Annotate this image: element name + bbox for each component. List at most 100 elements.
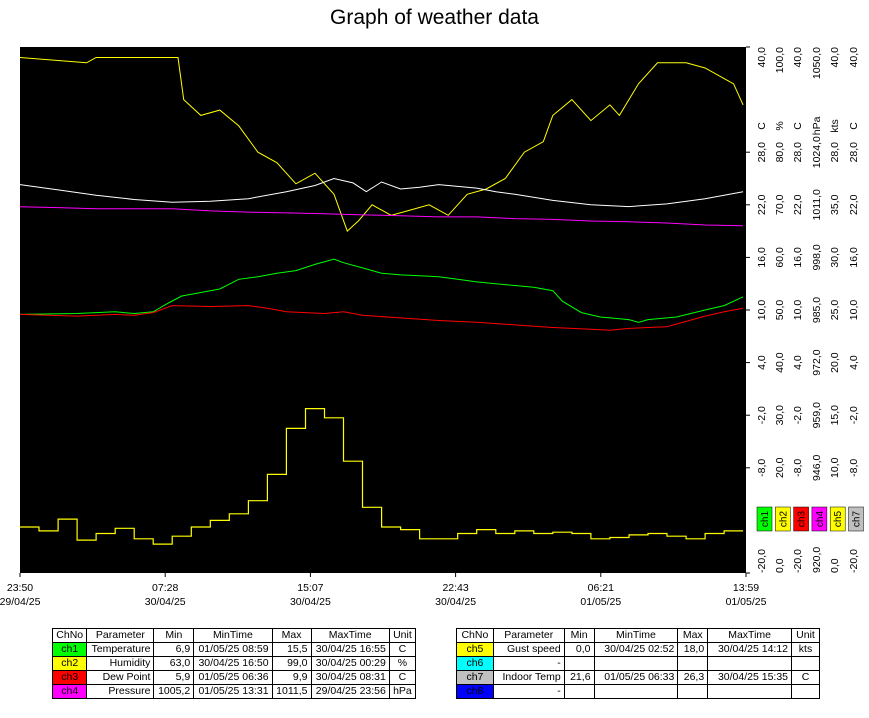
stats-header-cell: ChNo (456, 628, 494, 643)
max-time-cell: 30/04/25 16:55 (310, 642, 390, 657)
y-tick-label: 4,0 (792, 355, 804, 370)
y-tick-label: 10,0 (756, 300, 768, 321)
legend-label-ch5: ch5 (833, 511, 844, 528)
legend-swatch-ch7 (848, 506, 864, 532)
y-tick-label: 4,0 (756, 355, 768, 370)
stats-header-cell: Max (271, 628, 312, 643)
min-cell: 1005,2 (153, 684, 195, 699)
parameter-cell: Pressure (86, 684, 155, 699)
y-tick-label: 30,0 (829, 247, 841, 268)
chart-title: Graph of weather data (330, 6, 539, 29)
y-tick-label: 50,0 (774, 300, 786, 321)
series-layer (19, 57, 744, 545)
y-tick-label: 10,0 (829, 457, 841, 478)
min-time-cell (593, 684, 679, 699)
y-tick-label: 985,0 (811, 297, 823, 323)
y-tick-label: 20,0 (829, 352, 841, 373)
parameter-cell: - (492, 656, 565, 671)
y-axes: 40,0 28,0 22,0 16,0 10,0 4,0 -2,0 -8,0 -20,0 C 100… (746, 46, 860, 574)
y-tick-label: 22,0 (792, 194, 804, 215)
x-tick-date: 30/04/25 (145, 596, 186, 608)
max-time-cell: 30/04/25 00:29 (310, 656, 390, 671)
stats-row: ch8- (456, 684, 820, 699)
y-tick-label: 40,0 (774, 352, 786, 373)
legend-label-ch1: ch1 (760, 511, 771, 528)
y-tick-label: -8,0 (792, 459, 804, 477)
unit-cell: C (791, 670, 820, 685)
channel-cell: ch4 (51, 684, 88, 699)
parameter-cell: Indoor Temp (492, 670, 565, 685)
stats-header-cell: MinTime (593, 628, 679, 643)
stats-row: ch4 Pressure 1005,2 01/05/25 13:31 1011,5 29/… (51, 684, 417, 699)
y-tick-label: 28,0 (829, 142, 841, 163)
y-tick-label: 959,0 (811, 402, 823, 428)
legend-label-ch3: ch3 (797, 511, 808, 528)
min-time-cell: 01/05/25 06:33 (593, 670, 679, 685)
y-tick-label: 10,0 (848, 300, 860, 321)
y-tick-label: 28,0 (792, 142, 804, 163)
max-cell: 26,3 (677, 670, 709, 685)
x-tick-date: 30/04/25 (290, 596, 331, 608)
legend-swatch-ch4 (811, 506, 828, 532)
max-cell (677, 656, 709, 671)
x-tick-time: 06:21 (588, 582, 614, 594)
x-tick-date: 29/04/25 (0, 596, 41, 608)
channel-cell: ch6 (456, 656, 494, 671)
y-axis-unit: C (756, 122, 768, 130)
y-axis-unit: C (848, 122, 860, 130)
y-tick-label: 972,0 (811, 349, 823, 375)
max-time-cell (707, 656, 793, 671)
series-line-ch3 (19, 305, 744, 331)
parameter-cell: Humidity (86, 656, 155, 671)
max-cell: 18,0 (677, 642, 709, 657)
unit-cell: C (388, 642, 417, 657)
series-line-ch7 (19, 177, 744, 208)
parameter-cell: - (492, 684, 565, 699)
x-tick-date: 30/04/25 (435, 596, 476, 608)
y-tick-label: 80,0 (774, 142, 786, 163)
stats-header-cell: MaxTime (310, 628, 390, 643)
y-tick-label: 15,0 (829, 405, 841, 426)
min-cell: 5,9 (153, 670, 195, 685)
y-axis-unit: kts (829, 119, 841, 132)
unit-cell (791, 684, 820, 699)
y-tick-label: -20,0 (756, 549, 768, 573)
series-line-ch2 (19, 57, 744, 232)
y-tick-label: 946,0 (811, 455, 823, 481)
stats-row: ch3 Dew Point 5,9 01/05/25 06:36 9,9 30/04/25… (51, 670, 417, 685)
min-time-cell (593, 656, 679, 671)
y-tick-label: 22,0 (756, 194, 768, 215)
y-tick-label: 25,0 (829, 300, 841, 321)
channel-cell: ch8 (456, 684, 494, 699)
stats-header-row-right: ChNo Parameter Min MinTime Max MaxTime Unit (456, 628, 820, 643)
channel-cell: ch1 (51, 642, 88, 657)
y-tick-label: 920,0 (811, 547, 823, 573)
y-axis-unit: hPa (811, 116, 823, 135)
series-line-ch5 (20, 408, 744, 545)
min-cell: 6,9 (153, 642, 195, 657)
channel-cell: ch3 (51, 670, 88, 685)
max-cell: 9,9 (271, 670, 312, 685)
max-time-cell: 30/04/25 14:12 (707, 642, 793, 657)
min-cell (563, 684, 595, 699)
y-tick-label: 35,0 (829, 194, 841, 215)
y-axis-unit: % (774, 121, 786, 130)
plot-area (20, 47, 746, 573)
x-axis: 23:50 29/04/25 07:28 30/04/25 15:07 30/04/25 2… (0, 573, 767, 608)
parameter-cell: Gust speed (492, 642, 565, 657)
max-cell: 15,5 (271, 642, 312, 657)
stats-table-left: ChNo Parameter Min MinTime Max MaxTime Unit ch… (51, 628, 417, 699)
min-time-cell: 01/05/25 06:36 (193, 670, 273, 685)
y-tick-label: 30,0 (774, 405, 786, 426)
y-tick-label: 40,0 (756, 47, 768, 68)
legend-swatch-ch1 (756, 506, 773, 532)
stats-header-cell: Min (563, 628, 595, 643)
min-cell: 0,0 (563, 642, 595, 657)
y-tick-label: 1050,0 (811, 47, 823, 79)
y-tick-label: 4,0 (848, 355, 860, 370)
stats-header-cell: Parameter (86, 628, 155, 643)
unit-cell: % (388, 656, 417, 671)
y-tick-label: 20,0 (774, 457, 786, 478)
max-cell: 1011,5 (271, 684, 312, 699)
max-cell: 99,0 (271, 656, 312, 671)
